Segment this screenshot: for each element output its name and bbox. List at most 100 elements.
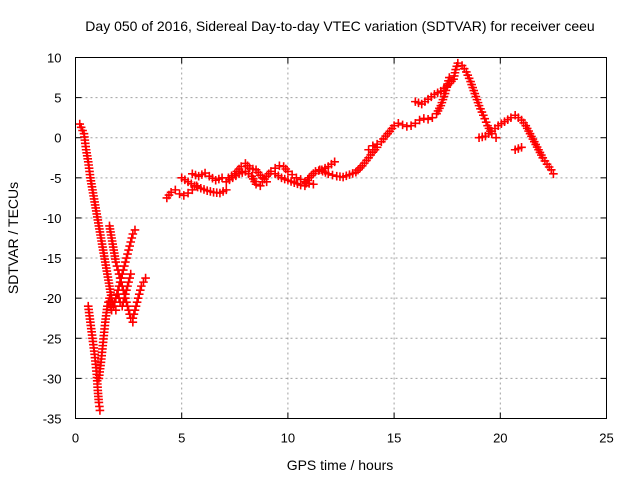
data-point: [206, 187, 215, 196]
data-point: [214, 174, 224, 184]
data-point: [411, 97, 420, 106]
data-point: [117, 301, 127, 311]
data-point: [275, 161, 284, 171]
data-point: [479, 110, 488, 120]
data-point: [342, 171, 351, 181]
data-point: [211, 175, 220, 185]
data-point: [464, 74, 474, 83]
data-point: [348, 169, 357, 178]
y-axis-label: SDTVAR / TECUs: [5, 182, 21, 294]
data-point: [338, 172, 348, 182]
data-point: [309, 179, 318, 189]
data-point: [141, 273, 150, 283]
data-point: [289, 178, 299, 187]
data-point: [117, 269, 127, 279]
x-tick-label: 0: [72, 431, 79, 446]
data-point: [175, 189, 184, 199]
data-point: [419, 114, 429, 123]
data-point: [196, 183, 206, 193]
data-point: [477, 132, 487, 142]
x-tick-label: 25: [599, 431, 613, 446]
data-point: [476, 104, 485, 114]
data-point: [481, 117, 491, 127]
data-point: [183, 188, 193, 198]
data-point: [237, 168, 247, 177]
data-point: [112, 261, 122, 271]
y-tick-label: 0: [54, 131, 61, 146]
data-point: [121, 257, 130, 267]
data-point: [130, 225, 140, 235]
plot-frame: [75, 57, 607, 419]
data-point: [121, 289, 130, 299]
data-point: [113, 289, 123, 299]
x-tick-label: 5: [178, 431, 185, 446]
data-point: [236, 162, 246, 171]
y-tick-label: -20: [43, 291, 62, 306]
data-point: [193, 182, 202, 192]
data-point: [118, 297, 128, 307]
y-tick-label: 10: [47, 51, 61, 66]
y-tick-label: -15: [43, 251, 62, 266]
data-point: [480, 114, 490, 124]
data-point: [129, 309, 139, 319]
data-point: [245, 163, 254, 173]
y-tick-label: 5: [54, 91, 61, 106]
data-point: [474, 133, 484, 143]
data-point: [134, 289, 144, 299]
data-point: [491, 133, 501, 143]
data-point: [78, 126, 87, 135]
data-point: [131, 301, 141, 311]
x-tick-label: 15: [387, 431, 401, 446]
data-point: [115, 277, 125, 287]
data-point: [463, 70, 473, 80]
data-point: [95, 406, 105, 415]
data-point: [462, 67, 471, 77]
data-point: [474, 101, 484, 110]
data-point: [323, 169, 333, 179]
data-point: [411, 118, 420, 128]
data-point: [127, 233, 137, 243]
data-point: [171, 185, 180, 195]
data-point: [293, 179, 302, 189]
data-point: [199, 185, 209, 194]
data-point: [414, 98, 423, 108]
y-tick-label: -25: [43, 331, 62, 346]
data-point: [296, 180, 305, 190]
data-point: [132, 297, 142, 307]
data-point: [123, 249, 132, 259]
data-point: [423, 114, 433, 124]
data-point: [126, 269, 136, 279]
data-point: [133, 293, 143, 303]
data-points: [75, 58, 558, 415]
data-point: [452, 62, 462, 71]
data-point: [122, 253, 131, 263]
data-point: [125, 273, 134, 283]
y-tick-label: -5: [50, 171, 62, 186]
y-tick-labels: 10 5 0 -5 -10 -15 -20 -25 -30 -35: [43, 51, 62, 427]
data-point: [125, 241, 134, 251]
x-tick-labels: 0 5 10 15 20 25: [72, 431, 614, 446]
data-point: [222, 185, 231, 195]
data-point: [126, 237, 136, 247]
data-point: [123, 281, 132, 291]
x-tick-label: 20: [493, 431, 507, 446]
data-point: [128, 313, 138, 323]
data-point: [402, 122, 412, 131]
data-point: [202, 186, 212, 195]
data-point: [122, 285, 131, 295]
data-point: [287, 170, 297, 179]
data-point: [248, 164, 258, 174]
data-point: [130, 305, 140, 315]
data-point: [124, 277, 133, 287]
data-point: [118, 265, 128, 275]
data-point: [451, 65, 460, 74]
data-point: [124, 245, 133, 255]
data-point: [135, 285, 145, 295]
grid: [75, 57, 607, 419]
data-point: [398, 120, 407, 130]
x-axis-label: GPS time / hours: [287, 457, 394, 473]
data-point: [364, 145, 373, 155]
y-tick-label: -35: [43, 412, 62, 427]
data-point: [549, 169, 558, 179]
data-point: [109, 301, 119, 311]
